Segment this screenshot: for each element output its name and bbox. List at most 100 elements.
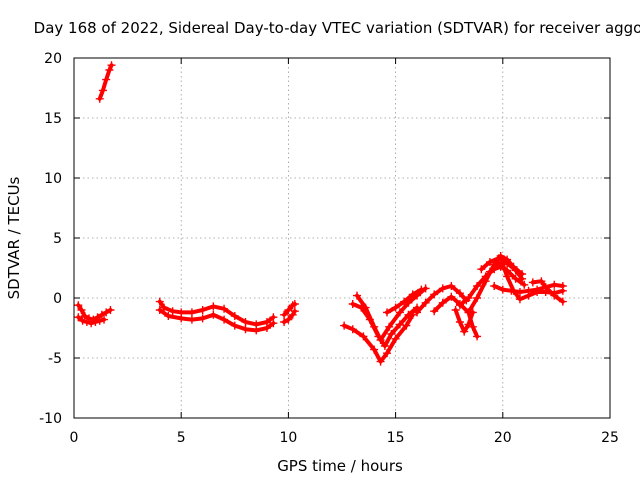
data-point <box>370 322 379 331</box>
series-s4 <box>155 297 278 329</box>
data-point <box>518 274 527 283</box>
series-line <box>479 256 525 281</box>
data-point <box>558 297 567 306</box>
x-tick-label: 5 <box>177 430 186 446</box>
data-point <box>376 357 385 366</box>
data-point <box>241 318 250 326</box>
data-point <box>340 321 349 330</box>
y-tick-label: 5 <box>53 231 62 247</box>
data-point <box>95 316 104 325</box>
data-point <box>102 75 111 84</box>
data-point <box>464 294 473 302</box>
data-point <box>198 306 207 314</box>
data-point <box>209 310 218 319</box>
data-point <box>417 285 426 294</box>
data-point <box>107 61 116 70</box>
data-point <box>481 277 490 286</box>
data-point <box>280 310 289 319</box>
data-point <box>455 318 464 326</box>
data-point <box>284 306 293 314</box>
data-point <box>230 321 239 330</box>
data-point <box>102 308 111 317</box>
data-point <box>177 314 186 323</box>
data-point <box>376 336 385 344</box>
data-point <box>220 315 229 324</box>
data-point <box>421 284 430 293</box>
data-point <box>413 308 422 317</box>
data-point <box>400 297 409 306</box>
data-point <box>533 285 542 294</box>
series-s6 <box>280 300 299 319</box>
x-axis-ticks: 0 5 10 15 20 25 <box>70 58 619 446</box>
data-point <box>464 308 473 317</box>
series-s5 <box>155 306 278 335</box>
data-point <box>105 66 114 74</box>
data-point <box>447 282 456 290</box>
series-s7 <box>280 307 299 326</box>
data-point <box>404 310 413 319</box>
data-point <box>348 325 357 334</box>
data-point <box>524 286 533 295</box>
data-point <box>290 300 299 308</box>
data-point <box>438 298 447 307</box>
data-point <box>395 308 404 317</box>
data-point <box>494 254 503 263</box>
data-point <box>220 304 229 313</box>
data-point <box>97 310 106 319</box>
data-point <box>187 308 196 317</box>
data-point <box>430 307 439 316</box>
series-s19 <box>528 277 567 306</box>
data-point <box>290 307 299 316</box>
data-point <box>503 272 512 281</box>
data-point <box>511 266 520 275</box>
data-point <box>485 267 494 276</box>
data-point <box>515 295 524 304</box>
data-point <box>541 283 550 292</box>
data-point <box>155 306 164 314</box>
y-tick-label: -10 <box>39 411 62 427</box>
data-point <box>451 306 460 314</box>
data-point <box>209 302 218 311</box>
data-point <box>477 265 486 274</box>
data-point <box>490 282 499 290</box>
data-point <box>473 332 482 341</box>
y-tick-label: -5 <box>48 351 62 367</box>
data-point <box>395 320 404 329</box>
x-tick-label: 20 <box>494 430 512 446</box>
data-point <box>383 349 392 358</box>
series-s8 <box>340 310 417 366</box>
data-point <box>284 315 293 324</box>
data-point <box>498 285 507 294</box>
data-point <box>168 307 177 316</box>
chart-title: Day 168 of 2022, Sidereal Day-to-day VTE… <box>34 19 640 37</box>
y-tick-label: 15 <box>44 111 62 127</box>
y-tick-label: 0 <box>53 291 62 307</box>
series-s20 <box>477 254 527 283</box>
data-traces <box>74 61 567 366</box>
series-s11 <box>383 285 426 317</box>
data-point <box>100 315 109 324</box>
data-point <box>503 259 512 268</box>
data-point <box>359 332 368 341</box>
data-point <box>370 345 379 354</box>
data-point <box>537 277 546 286</box>
series-s3 <box>74 313 109 328</box>
grid-lines <box>74 58 610 418</box>
data-point <box>473 282 482 290</box>
data-point <box>383 308 392 317</box>
series-s1 <box>95 61 116 103</box>
x-tick-label: 25 <box>601 430 619 446</box>
data-point <box>164 312 173 320</box>
data-point <box>402 321 411 330</box>
data-point <box>387 330 396 338</box>
data-point <box>385 322 394 331</box>
data-point <box>515 288 524 296</box>
data-point <box>98 86 107 95</box>
data-point <box>269 319 278 328</box>
data-point <box>391 334 400 343</box>
data-point <box>155 297 164 306</box>
data-point <box>473 294 482 302</box>
data-point <box>558 282 567 290</box>
data-point <box>455 289 464 298</box>
